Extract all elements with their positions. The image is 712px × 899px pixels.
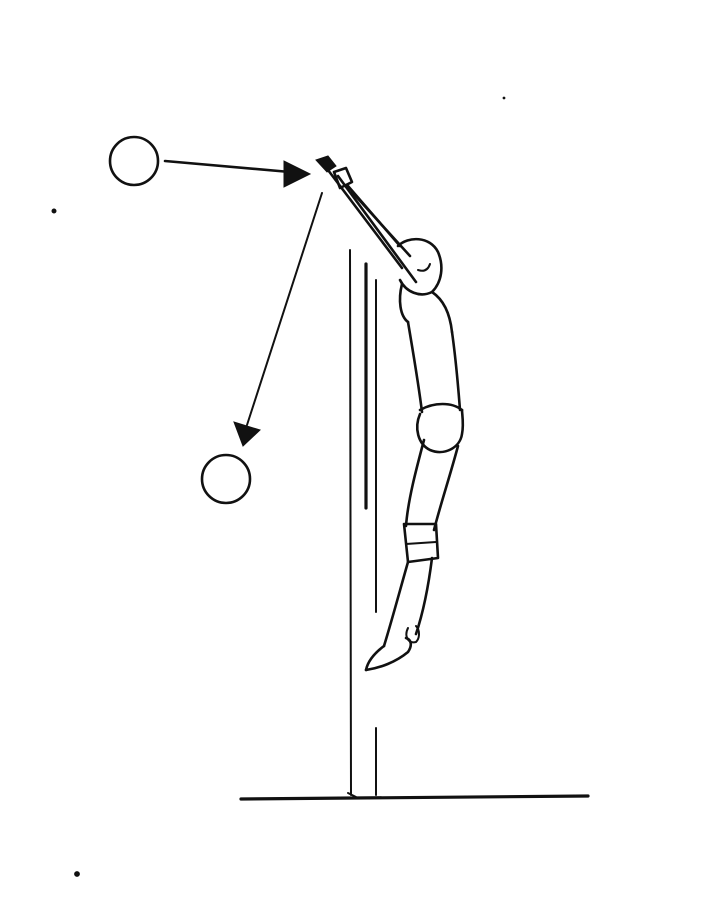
shin-back — [414, 556, 434, 636]
incoming-ball — [108, 135, 160, 187]
incoming-arrow-line — [163, 159, 292, 174]
ear — [417, 263, 431, 272]
shoulder — [398, 282, 410, 324]
front-foot-sole — [364, 636, 413, 672]
floor-line — [239, 794, 590, 801]
head — [396, 237, 443, 296]
knee-pad-line — [405, 541, 437, 545]
player-figure — [315, 155, 465, 672]
thigh-back — [432, 444, 460, 532]
torso-front — [406, 320, 424, 414]
deflect-arrow-line — [246, 192, 323, 426]
rear-arm-edge — [350, 190, 412, 258]
waist-band — [418, 402, 464, 412]
speck — [74, 871, 80, 877]
thigh-front — [404, 438, 426, 528]
torso-back — [450, 330, 462, 412]
net-post-left — [349, 249, 352, 796]
front-foot-top — [364, 644, 386, 672]
speck — [502, 96, 506, 100]
blocked-ball — [200, 453, 252, 505]
shin-front — [382, 560, 410, 648]
deflect-arrowhead — [233, 421, 261, 447]
right-hand — [332, 166, 354, 190]
incoming-arrowhead — [283, 160, 312, 188]
rear-foot — [405, 625, 420, 644]
post-foot — [347, 792, 357, 798]
speck — [51, 208, 57, 214]
upper-back — [430, 290, 454, 334]
hips — [416, 408, 465, 454]
knee-pad — [402, 522, 440, 564]
left-hand — [315, 155, 337, 173]
front-arm-edge — [336, 174, 418, 284]
front-arm — [326, 168, 404, 270]
